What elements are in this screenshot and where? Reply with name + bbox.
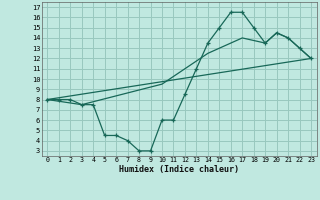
X-axis label: Humidex (Indice chaleur): Humidex (Indice chaleur) (119, 165, 239, 174)
